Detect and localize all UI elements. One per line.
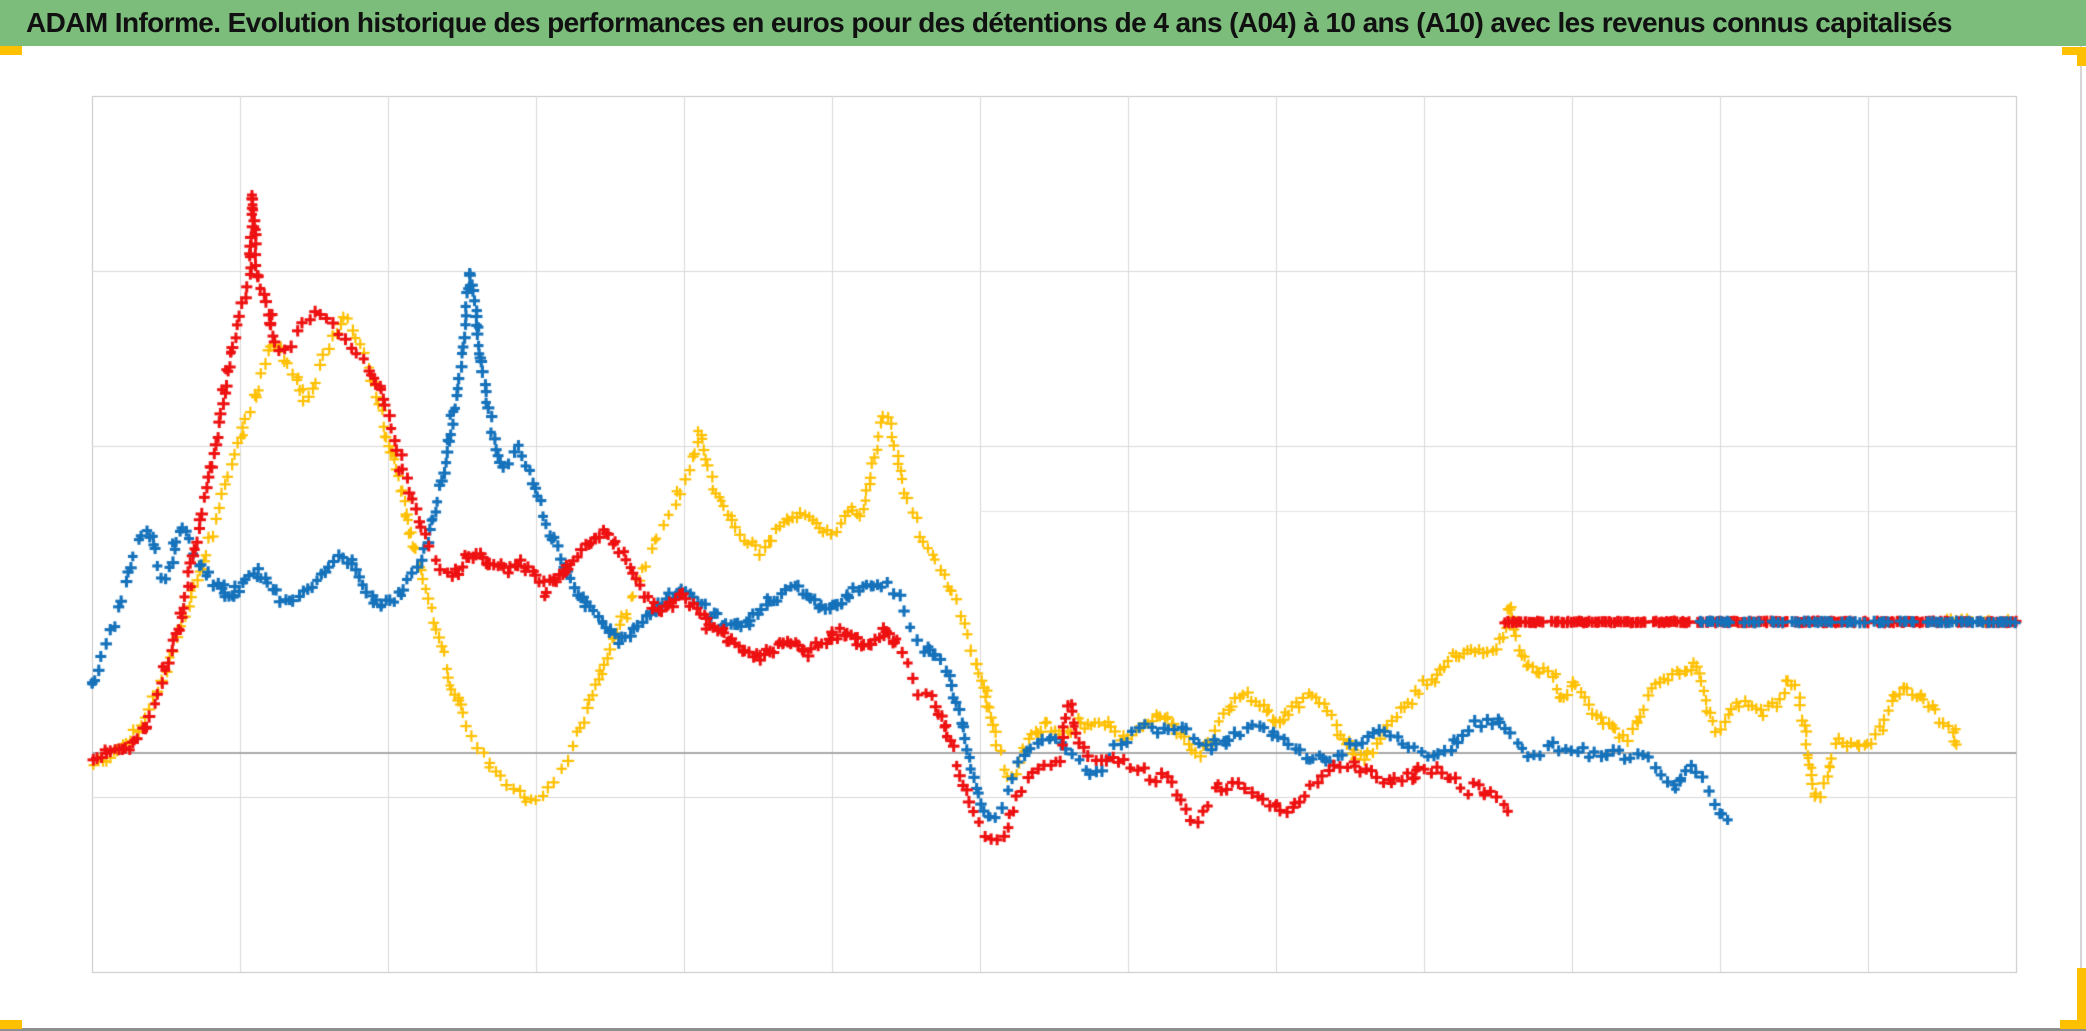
gold-accent-bottom-right-stem (2077, 968, 2086, 1029)
gold-accent-top-left (0, 46, 22, 55)
page-title: ADAM Informe. Evolution historique des p… (26, 7, 1952, 38)
gold-accent-bottom-left (0, 1020, 22, 1029)
gold-accent-top-right-stem (2077, 47, 2086, 66)
bottom-rule (0, 1028, 2086, 1031)
gold-accent-bottom-right-bar (2060, 1020, 2086, 1029)
title-bar: ADAM Informe. Evolution historique des p… (0, 0, 2086, 46)
gold-accent-top-right-bar (2062, 47, 2086, 55)
